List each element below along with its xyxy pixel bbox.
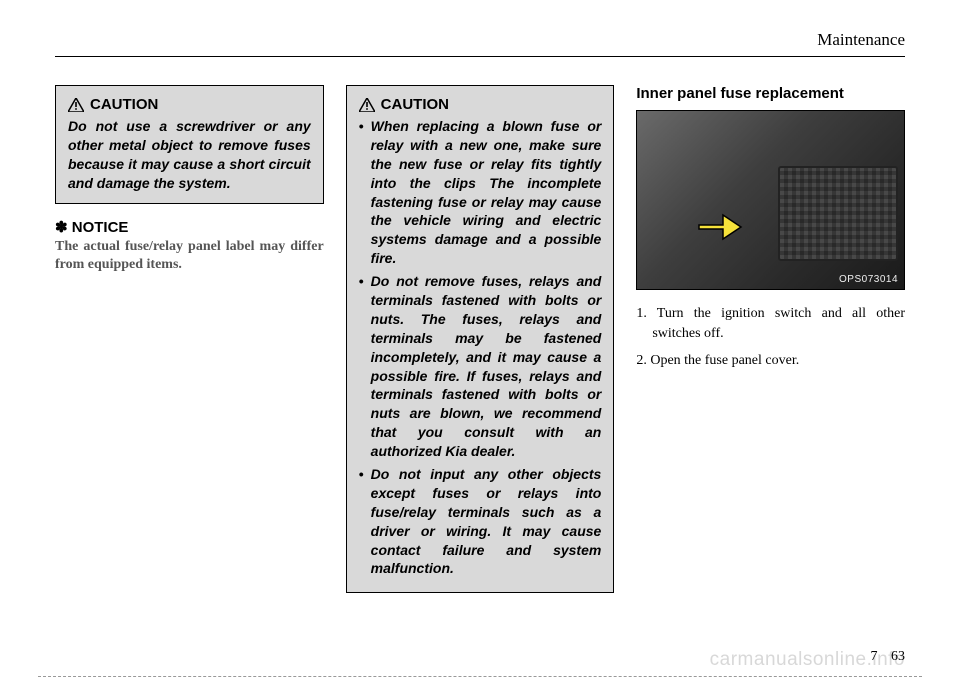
manual-page: Maintenance CAUTION Do not use a screwdr… (0, 0, 960, 689)
page-header: Maintenance (55, 30, 905, 57)
caution-list: When replacing a blown fuse or relay wit… (359, 117, 602, 578)
caution-item: Do not remove fuses, relays and terminal… (359, 272, 602, 461)
notice-title: ✽ NOTICE (55, 218, 324, 236)
caution-title-2: CAUTION (359, 96, 602, 113)
steps-list: 1. Turn the ignition switch and all othe… (636, 304, 905, 371)
figure-label: OPS073014 (839, 274, 898, 285)
caution-item: Do not input any other objects except fu… (359, 465, 602, 578)
fuse-panel-inset (778, 166, 898, 261)
caution-label: CAUTION (381, 96, 449, 113)
inner-panel-title: Inner panel fuse replacement (636, 85, 905, 102)
figure-inner-panel: OPS073014 (636, 110, 905, 290)
caution-title-1: CAUTION (68, 96, 311, 113)
column-3: Inner panel fuse replacement OPS073014 1… (636, 85, 905, 607)
page-footer: 7 63 (871, 649, 906, 665)
section-title: Maintenance (817, 30, 905, 49)
chapter-number: 7 (871, 649, 878, 664)
page-number: 63 (891, 649, 905, 664)
footer-divider (38, 676, 922, 677)
caution-box-1: CAUTION Do not use a screwdriver or any … (55, 85, 324, 204)
step-item: 2. Open the fuse panel cover. (636, 351, 905, 371)
arrow-icon (695, 207, 743, 247)
caution-box-2: CAUTION When replacing a blown fuse or r… (346, 85, 615, 593)
caution-item: When replacing a blown fuse or relay wit… (359, 117, 602, 268)
content-columns: CAUTION Do not use a screwdriver or any … (55, 85, 905, 607)
warning-icon (68, 98, 84, 112)
column-2: CAUTION When replacing a blown fuse or r… (346, 85, 615, 607)
step-item: 1. Turn the ignition switch and all othe… (636, 304, 905, 345)
notice-body: The actual fuse/relay panel label may di… (55, 238, 324, 276)
warning-icon (359, 98, 375, 112)
caution-label: CAUTION (90, 96, 158, 113)
caution-body-1: Do not use a screwdriver or any other me… (68, 117, 311, 193)
column-1: CAUTION Do not use a screwdriver or any … (55, 85, 324, 607)
